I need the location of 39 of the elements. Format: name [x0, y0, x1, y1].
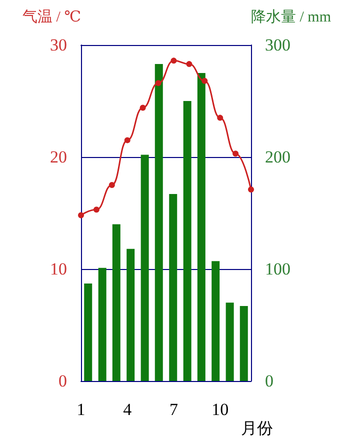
- point: [124, 137, 130, 144]
- y-tick-label: 20: [50, 148, 67, 166]
- point: [202, 78, 208, 84]
- bar: [112, 224, 120, 381]
- bar: [169, 194, 178, 381]
- bar: [183, 101, 192, 381]
- y-tick-label: 10: [50, 260, 67, 278]
- y2-tick-label: 0: [265, 372, 274, 390]
- x-tick-label: 4: [123, 400, 132, 419]
- y2-tick-label: 100: [265, 260, 290, 278]
- bar: [212, 261, 220, 381]
- bar: [84, 284, 92, 381]
- y-axis-title: 气温 / ℃: [22, 8, 81, 26]
- point: [217, 114, 224, 121]
- point: [186, 61, 192, 68]
- point: [170, 58, 177, 64]
- y-tick-label: 30: [50, 36, 67, 54]
- bar: [226, 302, 234, 381]
- point: [232, 150, 239, 157]
- bar: [98, 268, 106, 381]
- x-axis-title: 月份: [241, 420, 273, 438]
- y2-tick-label: 200: [265, 148, 290, 166]
- x-tick-label: 10: [212, 400, 229, 419]
- x-tick-label: 7: [169, 400, 178, 419]
- bar: [197, 73, 206, 381]
- y2-tick-label: 300: [265, 36, 290, 54]
- point: [78, 212, 84, 218]
- bar: [154, 64, 163, 381]
- bar: [140, 154, 149, 381]
- point: [140, 104, 146, 111]
- point: [93, 206, 100, 213]
- x-tick-label: 1: [76, 400, 86, 419]
- bar: [240, 306, 248, 381]
- y2-axis-title: 降水量 / mm: [251, 8, 332, 26]
- y-tick-label: 0: [58, 372, 67, 390]
- point: [155, 80, 162, 86]
- point: [108, 182, 115, 188]
- bar: [126, 248, 135, 381]
- point: [248, 186, 254, 192]
